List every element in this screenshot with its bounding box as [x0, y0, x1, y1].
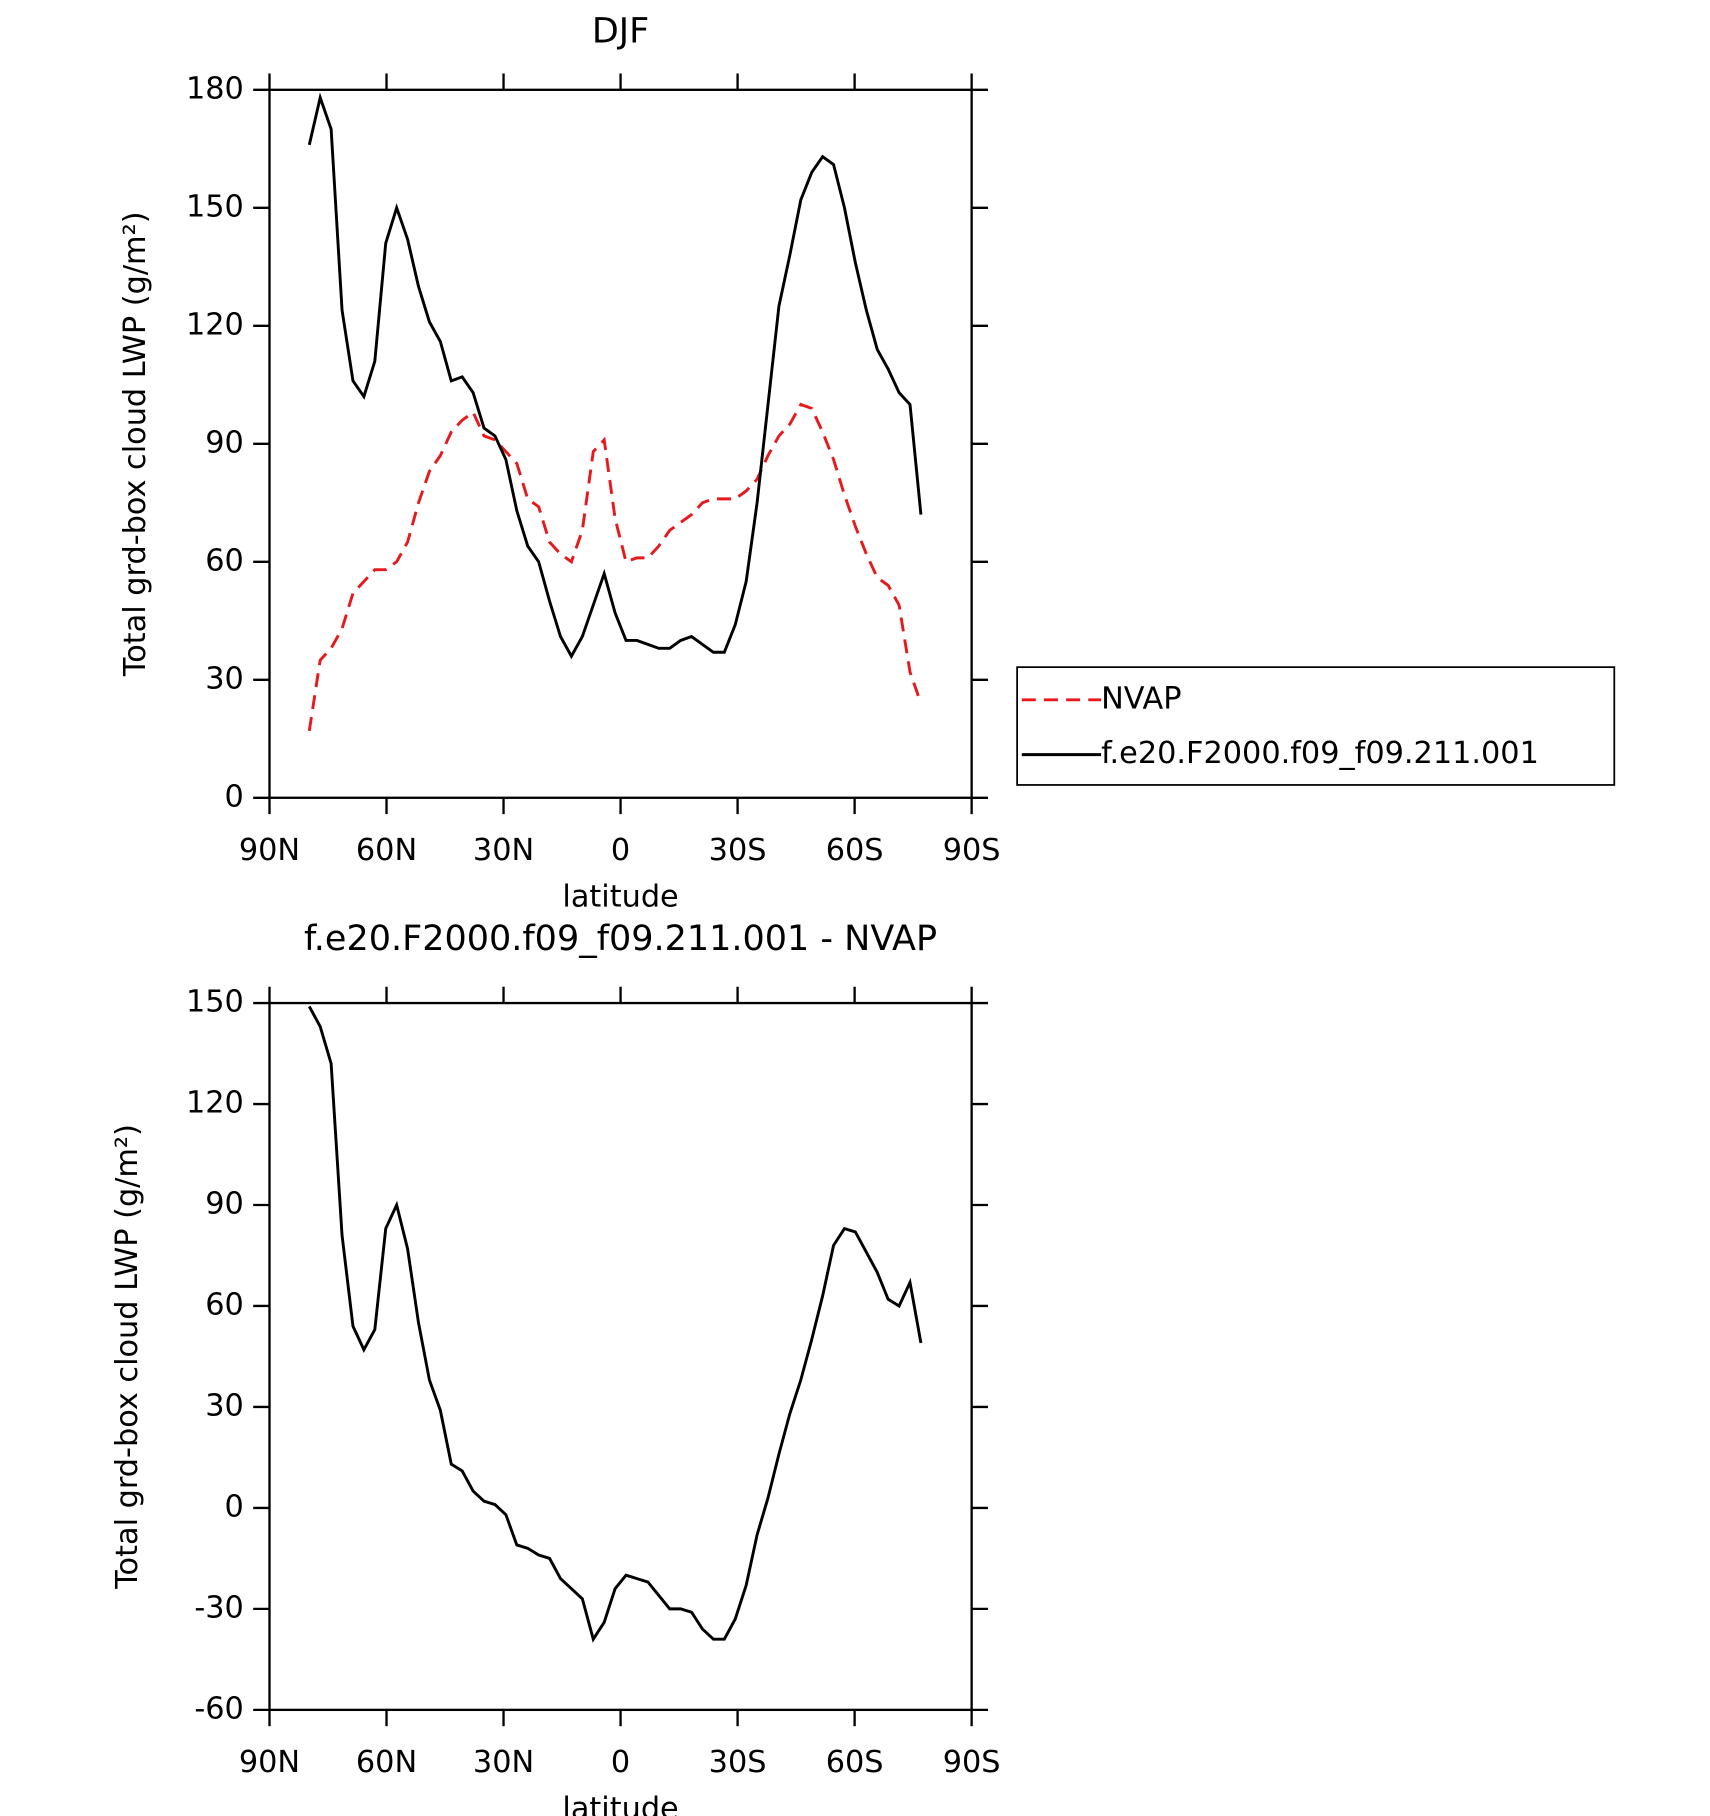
- y-tick-label: 60: [205, 1287, 244, 1322]
- legend-box: [1016, 666, 1616, 786]
- plot-frame: [268, 88, 973, 799]
- x-tick-label: 90N: [239, 833, 300, 868]
- y-axis-label: Total grd-box cloud LWP (g/m²): [110, 1124, 145, 1590]
- y-tick-label: 60: [205, 543, 244, 578]
- legend-label: NVAP: [1101, 681, 1182, 716]
- x-axis-label: latitude: [562, 1792, 678, 1816]
- data-line: [307, 92, 923, 660]
- data-line: [307, 1005, 923, 1643]
- y-tick-label: 0: [225, 779, 244, 814]
- x-tick-label: 30S: [709, 1745, 767, 1780]
- y-tick-label: 90: [205, 425, 244, 460]
- x-tick-label: 90S: [943, 833, 1001, 868]
- y-axis-label: Total grd-box cloud LWP (g/m²): [118, 211, 153, 677]
- x-tick-label: 30N: [473, 1745, 534, 1780]
- data-line: [307, 402, 923, 732]
- plot-frame: [268, 1001, 973, 1712]
- legend-label: f.e20.F2000.f09_f09.211.001: [1101, 736, 1539, 771]
- x-tick-label: 30N: [473, 833, 534, 868]
- y-tick-label: 90: [205, 1187, 244, 1222]
- x-tick-label: 60S: [826, 833, 884, 868]
- x-tick-label: 60N: [356, 833, 417, 868]
- x-tick-label: 90S: [943, 1745, 1001, 1780]
- x-tick-label: 0: [611, 1745, 630, 1780]
- x-tick-label: 30S: [709, 833, 767, 868]
- x-tick-label: 0: [611, 833, 630, 868]
- x-tick-label: 60N: [356, 1745, 417, 1780]
- x-tick-label: 90N: [239, 1745, 300, 1780]
- y-tick-label: 30: [205, 661, 244, 696]
- y-tick-label: 120: [186, 1086, 244, 1121]
- y-tick-label: 180: [186, 71, 244, 106]
- chart-title: DJF: [592, 12, 649, 52]
- y-tick-label: 150: [186, 189, 244, 224]
- chart-title: f.e20.F2000.f09_f09.211.001 - NVAP: [304, 919, 937, 959]
- y-tick-label: -60: [194, 1691, 244, 1726]
- y-tick-label: 30: [205, 1388, 244, 1423]
- x-axis-label: latitude: [562, 880, 678, 915]
- y-tick-label: 0: [225, 1489, 244, 1524]
- y-tick-label: 150: [186, 985, 244, 1020]
- y-tick-label: 120: [186, 307, 244, 342]
- y-tick-label: -30: [194, 1590, 244, 1625]
- x-tick-label: 60S: [826, 1745, 884, 1780]
